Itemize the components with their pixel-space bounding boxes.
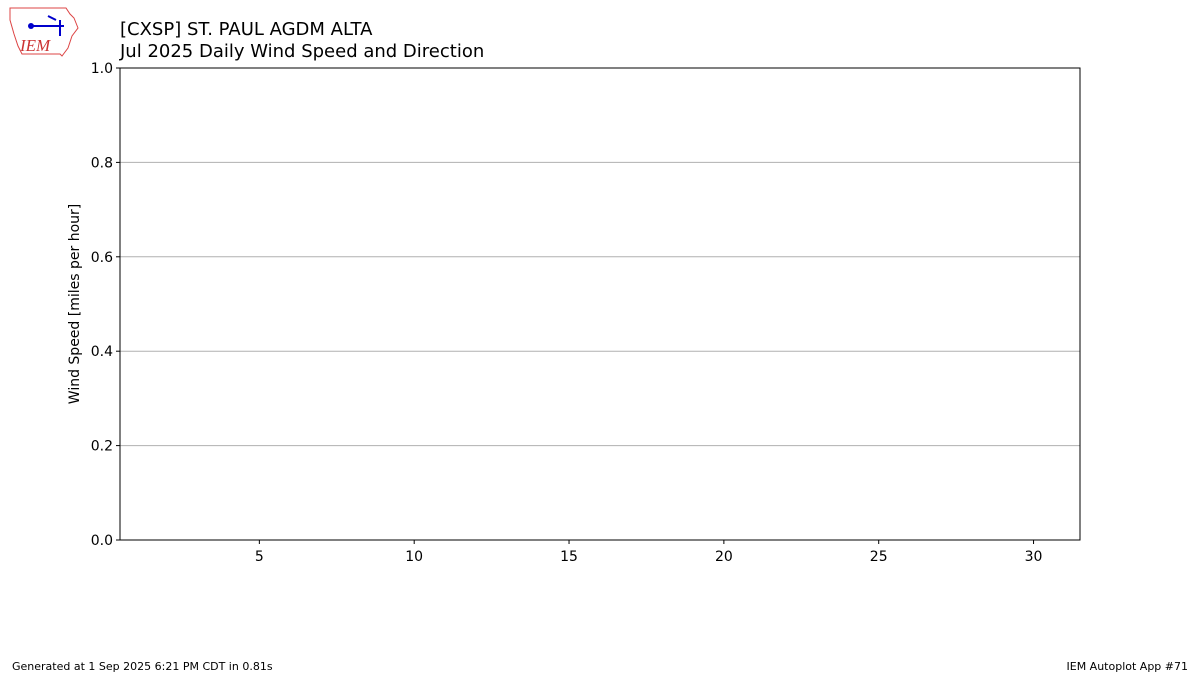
x-tick-label: 30 [1025,549,1043,565]
x-tick-label: 15 [560,549,578,565]
y-tick-label: 0.8 [91,155,113,171]
chart-subtitle: Jul 2025 Daily Wind Speed and Direction [119,41,484,62]
y-tick-label: 0.6 [91,250,113,266]
axes-frame [119,67,1081,541]
footer-right: IEM Autoplot App #71 [1067,660,1189,673]
x-tick-label: 20 [715,549,733,565]
logo-text: IEM [19,36,51,55]
logo-dot [28,23,34,29]
y-axis-label: Wind Speed [miles per hour] [67,204,83,404]
chart-title: [CXSP] ST. PAUL AGDM ALTA [120,19,373,40]
x-tick-label: 10 [405,549,423,565]
y-tick-label: 0.2 [91,439,113,455]
x-tick-label: 5 [255,549,264,565]
y-tick-label: 0.0 [91,533,113,549]
logo: IEM [9,7,79,57]
x-tick-label: 25 [870,549,888,565]
y-tick-label: 1.0 [91,61,113,77]
y-tick-label: 0.4 [91,344,113,360]
footer-left: Generated at 1 Sep 2025 6:21 PM CDT in 0… [12,660,273,673]
logo-icon [30,15,64,36]
